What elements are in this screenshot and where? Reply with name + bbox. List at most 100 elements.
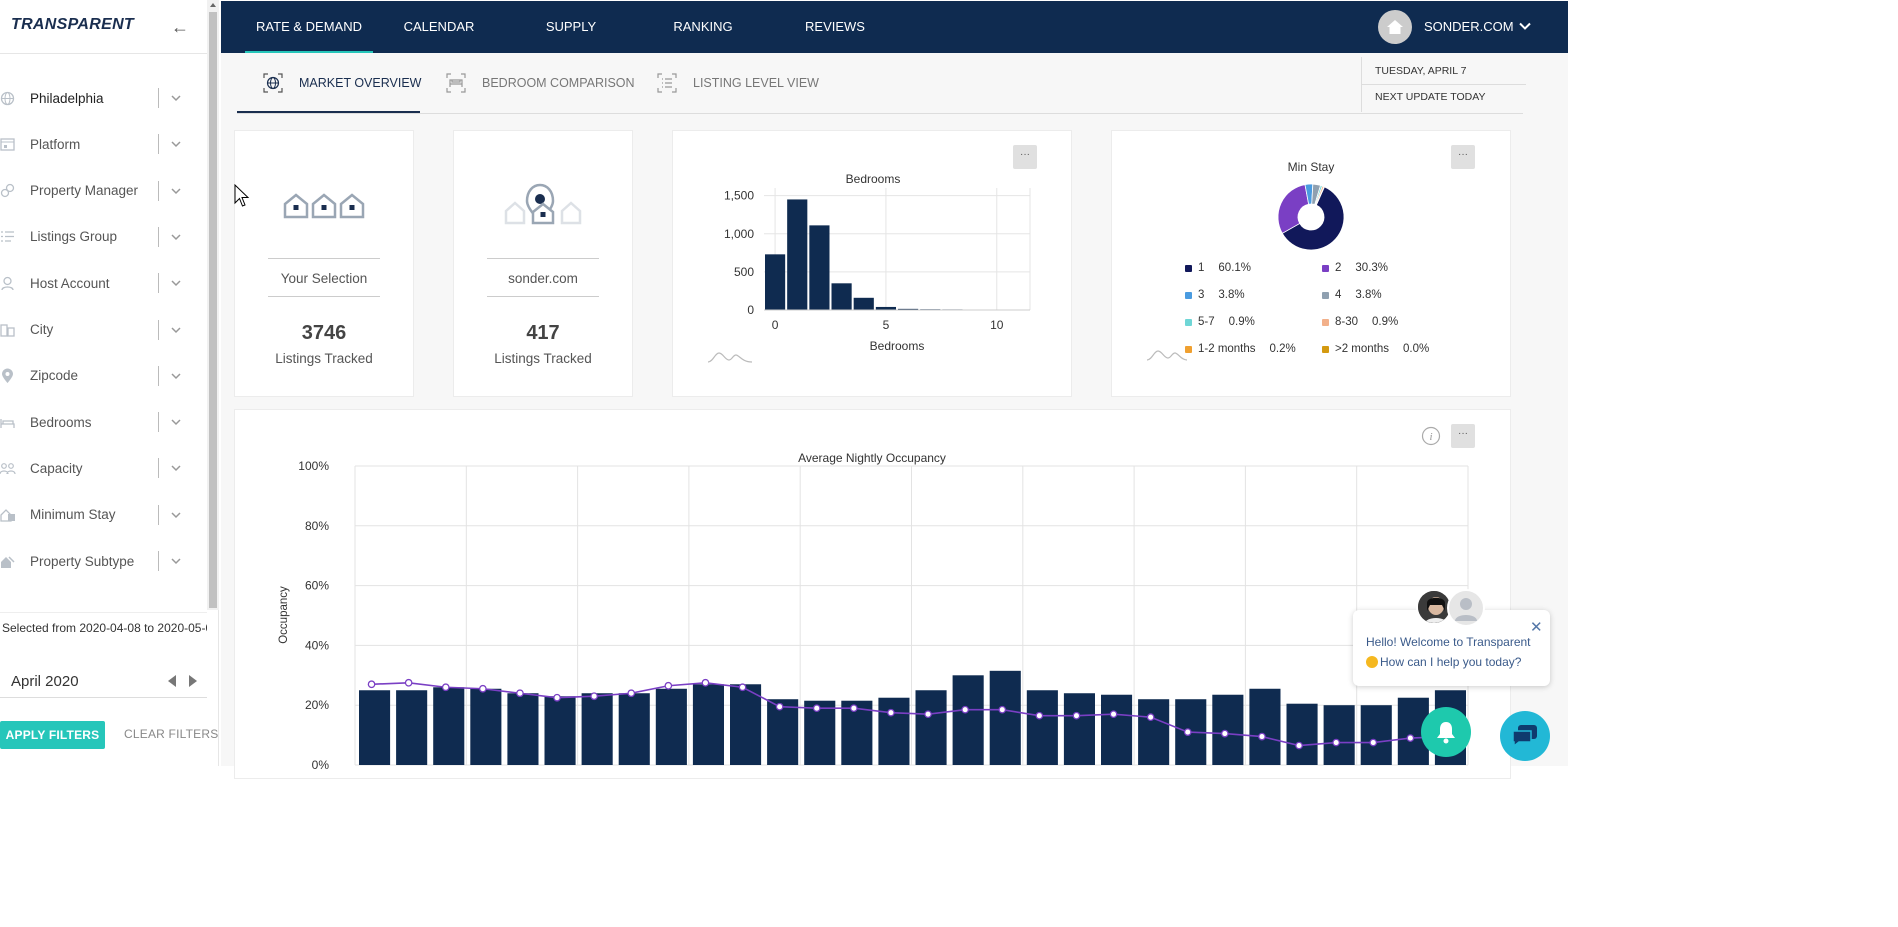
chevron-down-icon[interactable] [170,416,182,428]
tab-listing-level-view[interactable]: LISTING LEVEL VIEW [657,53,819,113]
bar[interactable] [544,696,576,765]
chevron-down-icon[interactable] [170,462,182,474]
filter-capacity[interactable]: Capacity [0,448,207,488]
filter-listings-group[interactable]: Listings Group [0,217,207,257]
line-point[interactable] [1406,734,1415,742]
line-point[interactable] [590,692,598,701]
filter-minimum-stay[interactable]: Minimum Stay [0,495,207,535]
bar[interactable] [915,690,947,765]
bar[interactable] [767,699,799,765]
chevron-down-icon[interactable] [170,324,182,336]
line-point[interactable] [664,681,673,690]
tab-market-overview[interactable]: MARKET OVERVIEW [263,53,421,113]
line-point[interactable] [849,704,858,713]
line-point[interactable] [516,689,524,698]
line-point[interactable] [627,689,636,698]
line-point[interactable] [812,704,821,713]
chevron-down-icon[interactable] [170,138,182,150]
occupancy-menu-button[interactable]: ··· [1451,424,1475,448]
bar[interactable] [831,283,852,310]
filter-bedrooms[interactable]: Bedrooms [0,402,207,442]
legend-item[interactable]: 4 3.8% [1322,289,1382,301]
apply-filters-button[interactable]: APPLY FILTERS [0,721,105,749]
line-point[interactable] [1072,711,1081,720]
line-point[interactable] [701,678,710,687]
clear-filters-button[interactable]: CLEAR FILTERS [124,727,219,741]
bar[interactable] [765,254,786,310]
chevron-down-icon[interactable] [170,509,182,521]
pie-slice[interactable] [1277,184,1310,234]
line-point[interactable] [775,702,784,711]
close-icon[interactable]: ✕ [1530,619,1543,636]
bar[interactable] [1249,688,1281,765]
bar[interactable] [1063,693,1095,765]
bedrooms-menu-button[interactable]: ··· [1013,145,1037,169]
tab-bedroom-comparison[interactable]: BEDROOM COMPARISON [446,53,635,113]
line-point[interactable] [1035,711,1044,720]
bar[interactable] [692,684,724,765]
line-point[interactable] [367,680,376,689]
filter-city[interactable]: City [0,310,207,350]
bar[interactable] [1360,705,1392,765]
bar[interactable] [507,693,539,765]
bar[interactable] [875,306,896,310]
tab-calendar[interactable]: CALENDAR [403,19,475,34]
chevron-down-icon[interactable] [170,277,182,289]
pie-slice[interactable] [1281,186,1345,251]
chevron-down-icon[interactable] [170,92,182,104]
min-stay-menu-button[interactable]: ··· [1451,145,1475,169]
filter-platform[interactable]: Platform [0,124,207,164]
filter-philadelphia[interactable]: Philadelphia [0,78,207,118]
bar[interactable] [809,225,830,310]
line-point[interactable] [1109,710,1118,719]
legend-item[interactable]: 1-2 months 0.2% [1185,343,1296,355]
line-point[interactable] [1258,732,1266,741]
line-point[interactable] [1295,741,1303,750]
line-point[interactable] [1369,738,1378,747]
user-account-name[interactable]: SONDER.COM [1424,19,1514,34]
bar[interactable] [804,700,836,765]
user-avatar[interactable] [1378,10,1412,44]
sidebar-scrollbar[interactable] [207,0,219,610]
bar[interactable] [470,688,502,765]
bar[interactable] [898,308,919,310]
bar[interactable] [1323,705,1355,765]
tab-reviews[interactable]: REVIEWS [805,19,865,34]
filter-zipcode[interactable]: Zipcode [0,356,207,396]
legend-item[interactable]: 2 30.3% [1322,262,1388,274]
line-point[interactable] [738,683,747,692]
legend-item[interactable]: 3 3.8% [1185,289,1245,301]
chevron-down-icon[interactable] [170,185,182,197]
bar[interactable] [1286,703,1318,765]
bar[interactable] [853,297,874,310]
bar[interactable] [1138,699,1170,765]
chat-popup[interactable] [1353,610,1550,686]
tab-supply[interactable]: SUPPLY [545,19,597,34]
pie-slice[interactable] [1315,186,1325,206]
filter-property-manager[interactable]: Property Manager [0,171,207,211]
bar[interactable] [1026,690,1058,765]
bar[interactable] [396,690,428,765]
scrollbar-thumb[interactable] [209,12,217,608]
bar[interactable] [730,684,762,765]
bar[interactable] [359,690,391,765]
chevron-down-icon[interactable] [1517,18,1533,34]
bar[interactable] [787,199,808,310]
legend-item[interactable]: 8-30 0.9% [1322,316,1398,328]
bar[interactable] [841,700,873,765]
line-point[interactable] [924,710,932,719]
bar[interactable] [952,675,984,765]
chevron-down-icon[interactable] [170,231,182,243]
filter-host-account[interactable]: Host Account [0,263,207,303]
notification-button[interactable] [1421,707,1471,757]
prev-month-icon[interactable] [168,675,176,687]
bar[interactable] [878,697,910,765]
line-point[interactable] [441,683,450,692]
filter-property-subtype[interactable]: Property Subtype [0,541,207,581]
collapse-sidebar-icon[interactable]: ← [171,17,189,37]
bar[interactable] [618,693,650,765]
line-point[interactable] [887,708,895,717]
legend-item[interactable]: >2 months 0.0% [1322,343,1429,355]
bar[interactable] [1101,694,1133,765]
legend-item[interactable]: 1 60.1% [1185,262,1251,274]
